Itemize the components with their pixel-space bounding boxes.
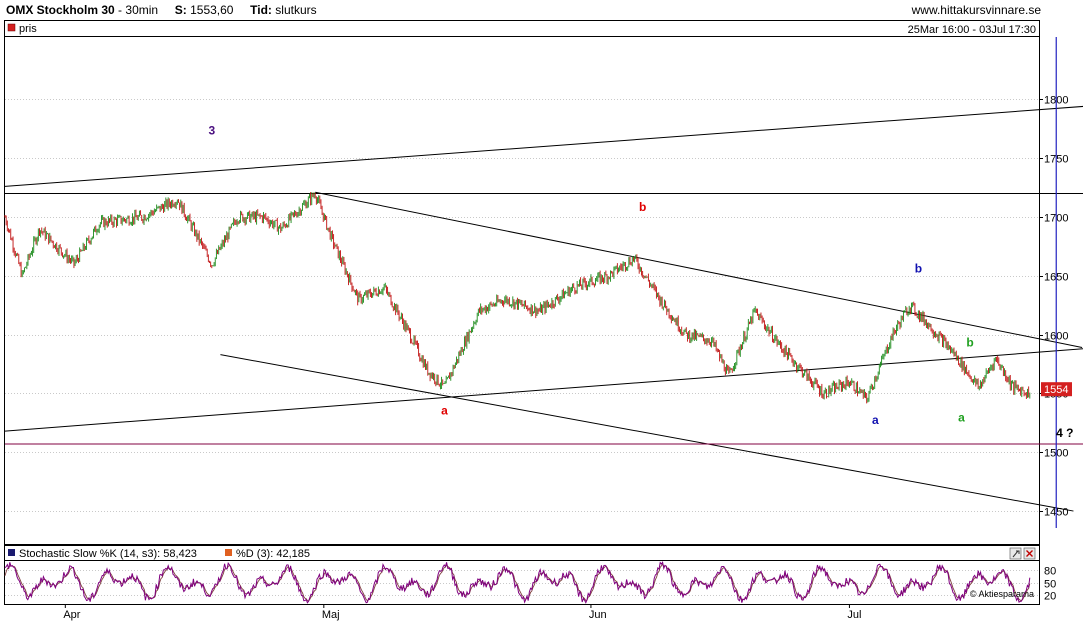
close-icon [1026, 550, 1033, 557]
x-tick-label: Jul [847, 609, 861, 621]
x-tick-label: Jun [589, 609, 607, 621]
stoch-k-swatch [8, 549, 15, 556]
last-value: 1553,60 [190, 3, 234, 17]
wave-label: a [872, 413, 879, 427]
price-y-axis: 14501500155016001650170017501800 [1039, 95, 1068, 519]
last-price-badge-label: 1554 [1044, 384, 1068, 396]
x-tick-label: Maj [322, 609, 340, 621]
last-label: S: [174, 3, 187, 17]
stoch-d-label: %D (3): 42,185 [236, 548, 310, 560]
indicator-panel-frame [4, 545, 1040, 605]
trend-line-descending-upper [315, 191, 1083, 349]
wave-label: b [915, 261, 922, 275]
indicator-tick-label: 50 [1044, 579, 1056, 591]
indicator-settings-button[interactable] [1009, 547, 1022, 560]
stoch-k-line [4, 561, 1031, 604]
last-price-badge [1041, 382, 1072, 397]
price-legend-label: pris [19, 23, 37, 35]
price-bars: 1554 [4, 192, 1072, 404]
instrument-name: OMX Stockholm 30 [6, 3, 115, 17]
price-gridlines [5, 99, 1039, 512]
trend-lines [4, 37, 1083, 528]
site-link[interactable]: www.hittakursvinnare.se [911, 3, 1041, 17]
trend-line-descending-lower [220, 354, 1074, 512]
stoch-d-line [4, 563, 1031, 602]
indicator-tick-label: 20 [1044, 591, 1056, 603]
wrench-icon [1012, 550, 1020, 558]
price-panel-frame [4, 20, 1040, 545]
wave-annotations: 3 a b b a b a 4 ? [208, 124, 1073, 440]
x-tick-label: Apr [63, 609, 80, 621]
interval-label: 30min [125, 3, 159, 17]
wave-label: a [958, 411, 965, 425]
wave-label: 3 [208, 124, 215, 138]
chart-header: OMX Stockholm 30 - 30min S: 1553,60 Tid:… [6, 3, 317, 17]
wave-label: b [639, 200, 646, 214]
time-value: slutkurs [275, 3, 317, 17]
trend-line-rising-support [4, 348, 1083, 432]
stoch-d-swatch [225, 549, 232, 556]
indicator-tick-label: 80 [1044, 566, 1056, 578]
stoch-k-label: Stochastic Slow %K (14, s3): 58,423 [19, 548, 197, 560]
price-legend-swatch [7, 23, 16, 32]
date-x-axis: Apr Maj Jun Jul [63, 604, 861, 621]
time-label: Tid: [250, 3, 272, 17]
date-range-label: 25Mar 16:00 - 03Jul 17:30 [908, 24, 1036, 36]
wave-label: a [441, 404, 448, 418]
indicator-close-button[interactable] [1023, 547, 1036, 560]
source-credit: © Aktiespararna [970, 589, 1034, 599]
wave-label: 4 ? [1056, 426, 1073, 440]
trend-line-upper-channel [4, 105, 1083, 187]
wave-label: b [966, 335, 973, 349]
